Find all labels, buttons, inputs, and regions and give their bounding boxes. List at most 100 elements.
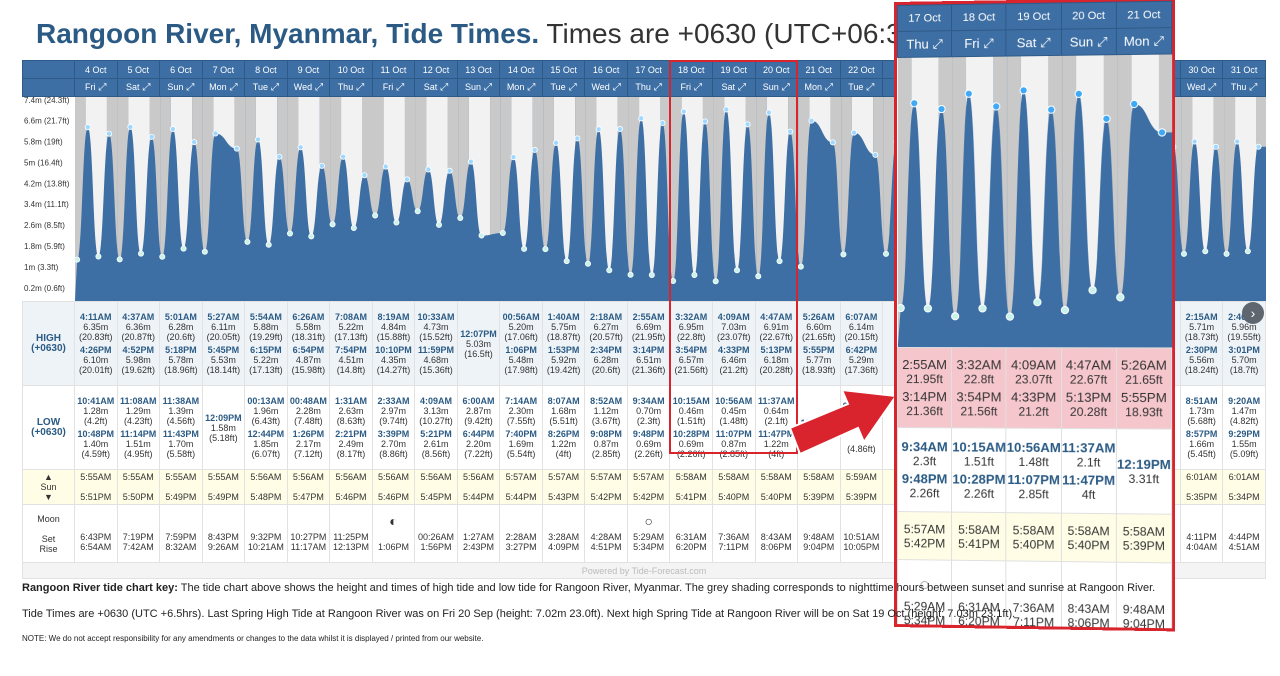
expand-icon[interactable]: ⤢ [527,82,535,93]
day-cell[interactable]: Wed ⤢ [585,79,628,97]
expand-icon[interactable]: ⤢ [440,82,448,93]
zoom-day-cell[interactable]: Mon ⤢ [1116,28,1171,55]
high-tide-height-m: 5.22m [253,355,278,365]
high-tide-entry: 1:40AM 5.75m (18.87ft) [543,312,585,342]
expand-icon[interactable]: ⤢ [929,36,943,51]
day-cell[interactable]: Fri ⤢ [670,79,713,97]
day-cell[interactable]: Sun ⤢ [457,79,500,97]
day-cell[interactable]: Sat ⤢ [712,79,755,97]
day-cell[interactable]: Thu ⤢ [330,79,373,97]
zoom-day-cell[interactable]: Sun ⤢ [1061,28,1116,55]
expand-icon[interactable]: ⤢ [396,82,404,93]
day-cell[interactable]: Tue ⤢ [542,79,585,97]
zoom-chart-cell [897,54,1171,348]
high-tide-height-ft: (15.52ft) [419,332,453,342]
high-label-cell: HIGH (+0630) [23,302,75,386]
expand-icon[interactable]: ⤢ [825,82,833,93]
high-tide-height-m: 4.35m [381,355,406,365]
moon-label: Moon [37,514,60,524]
day-cell[interactable]: Mon ⤢ [500,79,543,97]
expand-icon[interactable]: ⤢ [315,82,323,93]
sunrise-time: 5:58AM [761,472,792,482]
expand-icon[interactable]: ⤢ [569,82,577,93]
day-cell[interactable]: Fri ⤢ [372,79,415,97]
day-cell[interactable]: Wed ⤢ [1180,79,1223,97]
day-label: Fri [680,82,691,92]
expand-icon[interactable]: ⤢ [484,82,492,93]
low-tide-time: 8:26PM [548,429,580,439]
expand-icon[interactable]: ⤢ [980,35,994,50]
moonset-time: 4:11PM [1186,532,1216,542]
zoom-chart-row [897,54,1171,348]
expand-icon[interactable]: ⤢ [654,82,662,93]
zoom-day-cell[interactable]: Fri ⤢ [952,30,1007,57]
high-tide-height-ft: (21.56ft) [674,365,708,375]
day-cell[interactable]: Mon ⤢ [798,79,841,97]
sun-cell: 6:01AM 5:35PM [1180,470,1223,505]
low-tide-height-ft: (2.26ft) [634,449,663,459]
expand-icon[interactable]: ⤢ [356,82,364,93]
zoom-date-cell: 18 Oct [952,4,1007,31]
high-tide-height-m: 5.03m [466,339,491,349]
expand-icon[interactable]: ⤢ [694,82,702,93]
low-tide-height-ft: (4.2ft) [84,416,108,426]
moonrise-time: 4:51PM [591,542,622,552]
zoom-day-cell[interactable]: Thu ⤢ [897,31,951,58]
high-tide-entry: 2:34PM 6.28m (20.6ft) [585,345,627,375]
title-timezone: Times are +0630 (UTC+06:30) [546,18,926,49]
zoom-low-cell: 11:37AM 2.1ft 11:47PM 4ft [1061,428,1116,513]
zoom-high-time: 2:55AM [902,357,947,372]
day-cell[interactable]: Mon ⤢ [202,79,245,97]
high-tide-point [383,164,388,169]
day-cell[interactable]: Sun ⤢ [160,79,203,97]
sunrise-time: 5:59AM [846,472,877,482]
expand-icon[interactable]: ⤢ [1036,34,1050,49]
day-cell[interactable]: Sun ⤢ [755,79,798,97]
expand-icon[interactable]: ⤢ [186,82,194,93]
zoom-low-height: 2.26ft [910,486,940,500]
zoom-sunrise-time: 5:58AM [958,522,1000,537]
day-cell[interactable]: Wed ⤢ [287,79,330,97]
low-tide-height-ft: (4.95ft) [124,449,153,459]
zoom-day-cell[interactable]: Sat ⤢ [1006,29,1061,56]
expand-icon[interactable]: ⤢ [613,82,621,93]
high-tide-point [745,122,750,127]
high-tide-cell: 4:09AM 7.03m (23.07ft) 4:33PM 6.46m (21.2ft) [712,302,755,386]
day-cell[interactable]: Thu ⤢ [1223,79,1266,97]
expand-icon[interactable]: ⤢ [1093,34,1107,49]
expand-icon[interactable]: ⤢ [230,82,238,93]
set-label: Set [42,534,56,544]
expand-icon[interactable]: ⤢ [1208,82,1216,93]
expand-icon[interactable]: ⤢ [1150,33,1164,48]
high-tide-point [276,154,281,159]
zoom-sunset-time: 5:41PM [958,536,1000,551]
day-cell[interactable]: Tue ⤢ [840,79,883,97]
low-tide-point [308,234,313,239]
day-cell[interactable]: Sat ⤢ [415,79,458,97]
high-tide-time: 6:26AM [292,312,324,322]
day-cell[interactable]: Tue ⤢ [245,79,288,97]
expand-icon[interactable]: ⤢ [1249,82,1257,93]
expand-icon[interactable]: ⤢ [99,82,107,93]
expand-icon[interactable]: ⤢ [271,82,279,93]
sunset-time: 5:45PM [421,492,452,502]
day-cell[interactable]: Thu ⤢ [627,79,670,97]
expand-icon[interactable]: ⤢ [738,82,746,93]
day-cell[interactable]: Fri ⤢ [75,79,118,97]
zoom-high-height: 21.56ft [960,404,997,418]
expand-icon[interactable]: ⤢ [782,82,790,93]
day-cell[interactable]: Sat ⤢ [117,79,160,97]
y-tick-label: 0.2m (0.6ft) [24,284,65,293]
zoom-high-time: 4:47AM [1066,357,1112,372]
moon-cell: 9:48AM 9:04PM [798,505,841,563]
zoom-low-cell: 9:34AM 2.3ft 9:48PM 2.26ft [897,428,951,513]
low-tide-entry: 9:29PM 1.55m (5.09ft) [1223,429,1265,459]
date-label: 31 Oct [1231,65,1258,75]
expand-icon[interactable]: ⤢ [866,82,874,93]
expand-icon[interactable]: ⤢ [143,82,151,93]
zoom-date-cell: 17 Oct [897,5,951,32]
low-tide-time: 9:08PM [590,429,622,439]
sunset-time: 5:39PM [846,492,877,502]
high-tide-cell: 6:26AM 5.58m (18.31ft) 6:54PM 4.87m (15.98ft) [287,302,330,386]
scroll-right-button[interactable]: › [1242,302,1264,324]
